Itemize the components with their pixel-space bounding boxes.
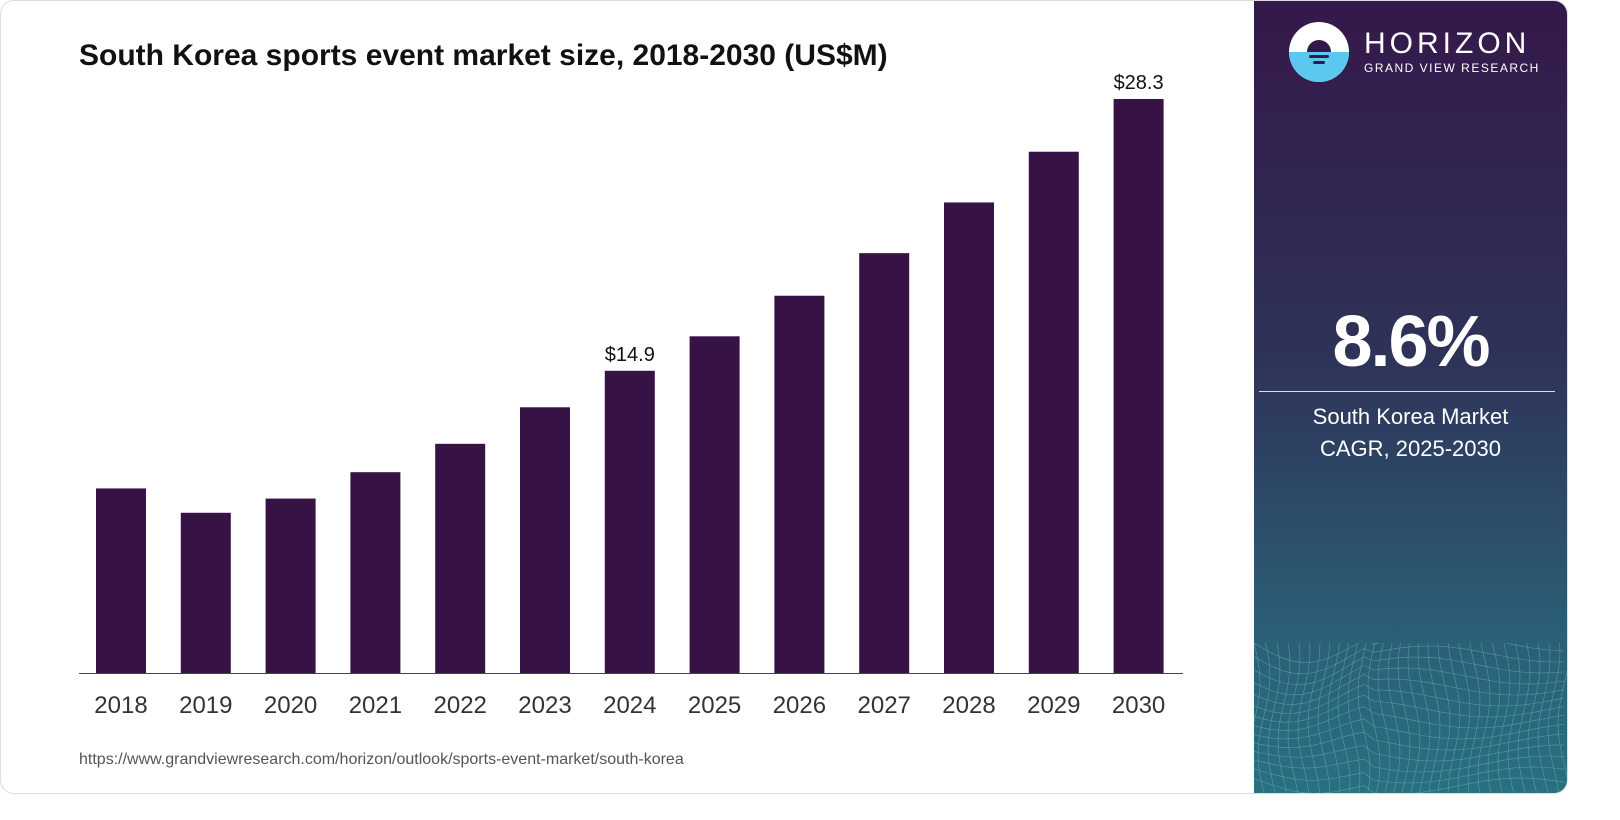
cagr-value: 8.6% — [1332, 302, 1490, 382]
x-tick-label: 2025 — [688, 692, 741, 719]
chart-title: South Korea sports event market size, 20… — [79, 39, 888, 72]
x-tick-label: 2019 — [179, 692, 232, 719]
x-tick-label: 2024 — [603, 692, 656, 719]
data-label: $28.3 — [1114, 72, 1164, 94]
horizon-logo: HORIZON GRAND VIEW RESEARCH — [1288, 21, 1540, 83]
mesh-decoration — [1254, 643, 1567, 793]
bar-2030 — [1113, 99, 1164, 673]
bar-2024 — [604, 370, 655, 673]
divider — [1259, 391, 1555, 392]
logo-main-text: HORIZON — [1364, 27, 1531, 60]
bar-2020 — [265, 498, 316, 673]
x-tick-label: 2022 — [434, 692, 487, 719]
caption-line-2: CAGR, 2025-2030 — [1320, 436, 1501, 461]
bar-2027 — [859, 253, 910, 673]
bar-chart: 2018 2019 2020 2021 2022 2023 2024 $14.9 2025 202… — [79, 72, 1183, 719]
x-tick-label: 2018 — [94, 692, 147, 719]
bar-2026 — [774, 295, 825, 673]
bar-2019 — [180, 512, 231, 673]
chart-card: South Korea sports event market size, 20… — [0, 0, 1568, 794]
bar-2028 — [944, 202, 994, 673]
x-tick-label: 2027 — [858, 692, 911, 719]
bar-2029 — [1028, 151, 1079, 673]
x-tick-label: 2026 — [773, 692, 826, 719]
source-url[interactable]: https://www.grandviewresearch.com/horizo… — [79, 751, 684, 768]
horizon-logo-icon — [1289, 22, 1349, 82]
x-tick-label: 2020 — [264, 692, 317, 719]
caption-line-1: South Korea Market — [1312, 404, 1509, 429]
x-tick-label: 2029 — [1027, 692, 1080, 719]
bar-2023 — [520, 407, 570, 673]
sidebar-panel: HORIZON GRAND VIEW RESEARCH 8.6% South K… — [1254, 1, 1567, 793]
x-tick-label: 2028 — [942, 692, 995, 719]
x-tick-label: 2023 — [518, 692, 571, 719]
bar-2022 — [435, 443, 486, 673]
bar-2025 — [689, 336, 740, 673]
logo-sub-text: GRAND VIEW RESEARCH — [1364, 61, 1540, 75]
data-label: $14.9 — [605, 344, 655, 366]
x-tick-label: 2030 — [1112, 692, 1165, 719]
bar-2021 — [350, 472, 401, 673]
x-tick-label: 2021 — [349, 692, 402, 719]
bar-2018 — [96, 488, 146, 673]
